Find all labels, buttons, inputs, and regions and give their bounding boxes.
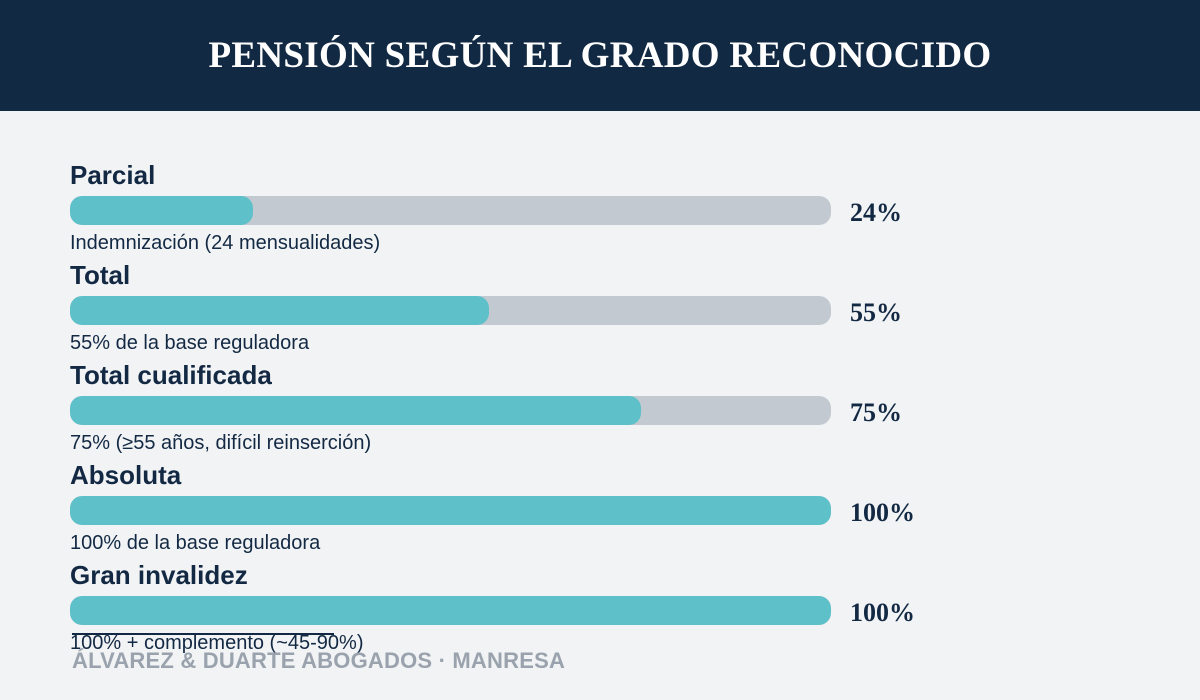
bar-note: Indemnización (24 mensualidades) xyxy=(70,232,381,254)
bar-track xyxy=(70,596,831,625)
bar-note: 75% (≥55 años, difícil reinserción) xyxy=(70,432,372,454)
bar-track xyxy=(70,296,831,325)
value-label: 55% xyxy=(850,298,902,327)
footer-brand: ÁLVAREZ & DUARTE ABOGADOS · MANRESA xyxy=(72,648,566,673)
footer-divider xyxy=(72,633,334,635)
bar-note: 55% de la base reguladora xyxy=(70,332,310,354)
bar-fill xyxy=(70,596,831,625)
value-label: 100% xyxy=(850,598,915,627)
bar-row-total: Total 55% 55% de la base reguladora xyxy=(70,260,970,360)
category-label: Gran invalidez xyxy=(70,560,248,590)
bar-fill xyxy=(70,196,253,225)
bar-row-gran-invalidez: Gran invalidez 100% 100% + complemento (… xyxy=(70,560,970,660)
value-label: 100% xyxy=(850,498,915,527)
category-label: Absoluta xyxy=(70,460,182,490)
value-label: 24% xyxy=(850,198,902,227)
bar-track xyxy=(70,496,831,525)
bar-track xyxy=(70,196,831,225)
page-title: PENSIÓN SEGÚN EL GRADO RECONOCIDO xyxy=(208,35,992,76)
category-label: Total cualificada xyxy=(70,360,272,390)
bar-row-total-cualificada: Total cualificada 75% 75% (≥55 años, dif… xyxy=(70,360,970,460)
bar-track xyxy=(70,396,831,425)
bar-note: 100% de la base reguladora xyxy=(70,532,321,554)
bar-fill xyxy=(70,496,831,525)
category-label: Total xyxy=(70,260,131,290)
category-label: Parcial xyxy=(70,160,156,190)
header-bar: PENSIÓN SEGÚN EL GRADO RECONOCIDO xyxy=(0,0,1200,111)
bar-row-parcial: Parcial 24% Indemnización (24 mensualida… xyxy=(70,160,970,260)
bar-fill xyxy=(70,396,641,425)
bar-fill xyxy=(70,296,489,325)
bar-note: 100% + complemento (~45-90%) xyxy=(70,632,364,654)
bar-row-absoluta: Absoluta 100% 100% de la base reguladora xyxy=(70,460,970,560)
value-label: 75% xyxy=(850,398,902,427)
